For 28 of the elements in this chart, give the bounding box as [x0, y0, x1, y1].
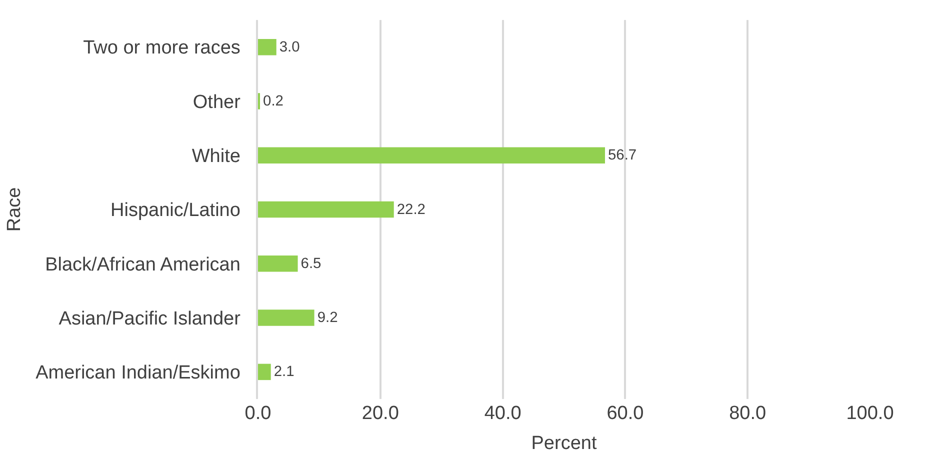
y-axis-title: Race [4, 187, 25, 232]
data-label: 9.2 [317, 310, 338, 326]
bar [258, 38, 276, 56]
x-tick-label: 60.0 [606, 403, 644, 424]
data-label: 22.2 [396, 202, 426, 218]
y-tick-label: American Indian/Eskimo [36, 362, 240, 384]
y-tick-label: Two or more races [83, 38, 240, 59]
data-label: 3.0 [279, 39, 300, 56]
bar [258, 147, 605, 164]
data-label: 6.5 [300, 256, 322, 272]
y-tick-label: Black/African American [45, 254, 240, 276]
y-tick-label: White [192, 146, 240, 168]
bar [258, 201, 394, 218]
data-label: 0.2 [263, 93, 284, 110]
x-tick-label: 0.0 [244, 403, 272, 424]
bar [258, 364, 271, 380]
x-tick-label: 80.0 [729, 403, 766, 424]
x-tick-label: 20.0 [362, 403, 399, 424]
x-tick-label: 100.0 [846, 403, 894, 424]
bar [258, 310, 314, 326]
bar [258, 256, 298, 272]
y-tick-label: Hispanic/Latino [110, 200, 240, 222]
data-label: 56.7 [608, 148, 637, 164]
data-label: 2.1 [274, 364, 294, 380]
x-tick-label: 40.0 [484, 403, 522, 424]
x-axis-title: Percent [531, 432, 598, 454]
y-tick-label: Asian/Pacific Islander [58, 308, 242, 330]
y-tick-label: Other [192, 92, 242, 113]
